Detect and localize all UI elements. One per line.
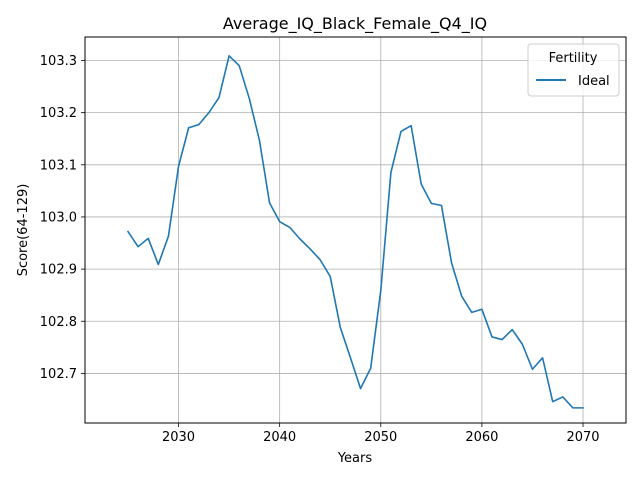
y-tick-label: 103.2 [40, 106, 77, 121]
x-tick-label: 2040 [263, 430, 296, 445]
grid-lines [85, 37, 626, 423]
x-axis-label: Years [337, 451, 373, 466]
y-tick-label: 102.7 [40, 367, 77, 382]
y-tick-label: 103.0 [40, 210, 77, 225]
legend-entry-ideal: Ideal [578, 74, 610, 89]
series-line-ideal [126, 54, 584, 409]
chart-title: Average_IQ_Black_Female_Q4_IQ [223, 14, 487, 34]
x-tick-label: 2050 [364, 430, 397, 445]
legend: Fertility Ideal [527, 43, 620, 97]
x-tick-label: 2070 [566, 430, 599, 445]
y-tick-label: 102.9 [40, 263, 77, 278]
y-axis-ticks: 102.7 102.8 102.9 103.0 103.1 103.2 103.3 [40, 54, 85, 382]
plot-area-frame [84, 36, 627, 424]
y-tick-label: 103.1 [40, 158, 77, 173]
legend-title: Fertility [549, 51, 598, 66]
x-tick-label: 2030 [162, 430, 195, 445]
legend-box [527, 43, 620, 97]
y-tick-label: 102.8 [40, 315, 77, 330]
series-layer [126, 54, 584, 409]
y-axis-label: Score(64-129) [16, 184, 31, 277]
x-axis-ticks: 2030 2040 2050 2060 2070 [162, 423, 600, 445]
y-tick-label: 103.3 [40, 54, 77, 69]
x-tick-label: 2060 [465, 430, 498, 445]
